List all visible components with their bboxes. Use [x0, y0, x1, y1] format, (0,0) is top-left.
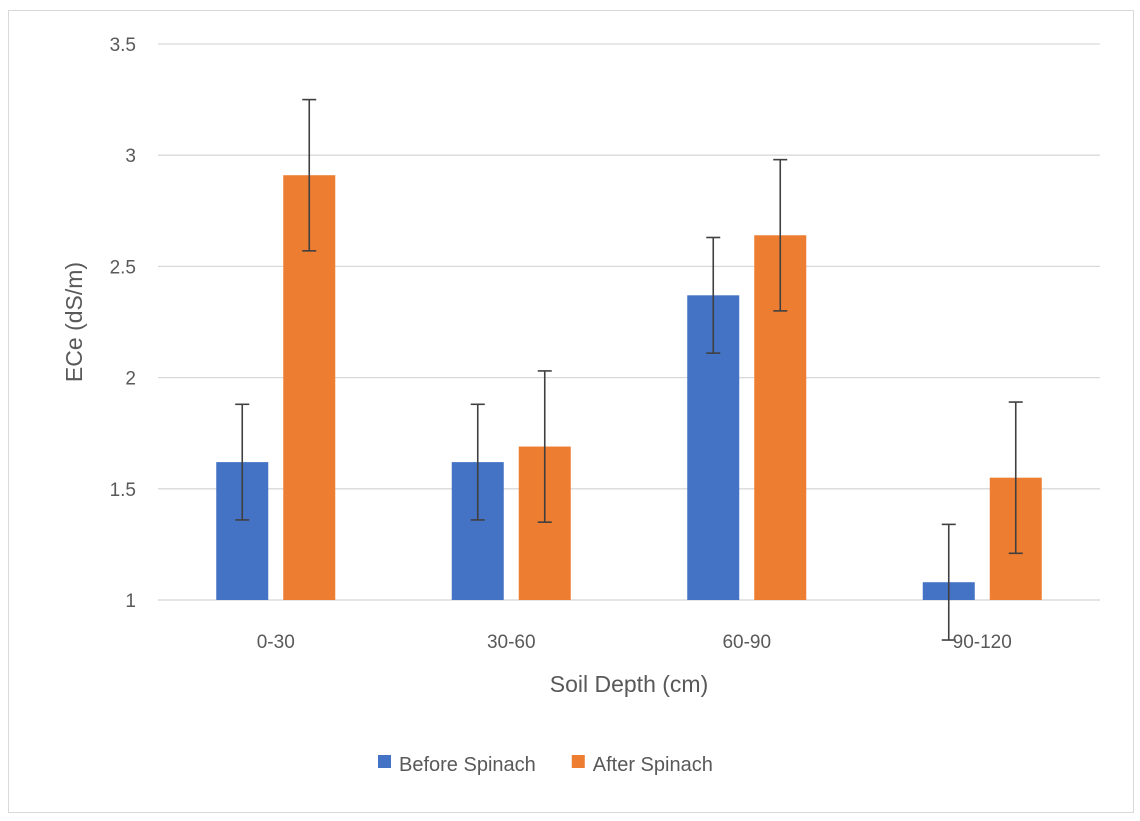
- error-bar: [941, 523, 956, 641]
- x-tick-label: 60-90: [722, 632, 771, 653]
- y-tick-label: 3.5: [110, 35, 136, 56]
- x-tick-label: 0-30: [257, 632, 295, 653]
- legend: Before Spinach After Spinach: [378, 754, 713, 776]
- x-tick-label: 30-60: [487, 632, 536, 653]
- y-tick-label: 1.5: [110, 480, 136, 501]
- chart-frame: [8, 10, 1134, 813]
- error-bar: [773, 158, 788, 312]
- y-axis-title: ECe (dS/m): [61, 262, 87, 382]
- y-tick-label: 3: [125, 146, 136, 167]
- y-tick-labels: 1 1.5 2 2.5 3 3.5: [110, 35, 136, 612]
- legend-label: After Spinach: [593, 754, 713, 776]
- legend-label: Before Spinach: [399, 754, 536, 776]
- x-tick-label: 90-120: [953, 632, 1012, 653]
- y-tick-label: 2: [125, 369, 136, 390]
- error-bars: [235, 98, 1023, 641]
- legend-item: Before Spinach: [378, 754, 536, 776]
- error-bar: [302, 98, 317, 252]
- error-bar: [706, 236, 721, 354]
- legend-swatch: [571, 755, 585, 768]
- error-bar: [470, 403, 485, 521]
- y-tick-label: 2.5: [110, 257, 136, 278]
- y-tick-label: 1: [125, 591, 136, 612]
- error-bar: [1008, 401, 1023, 555]
- x-tick-labels: 0-30 30-60 60-90 90-120: [257, 632, 1012, 653]
- error-bar: [537, 370, 552, 523]
- error-bar: [235, 403, 250, 521]
- legend-item: After Spinach: [571, 754, 713, 776]
- x-axis-title: Soil Depth (cm): [550, 671, 708, 697]
- legend-swatch: [378, 755, 391, 768]
- bars: [216, 175, 1042, 600]
